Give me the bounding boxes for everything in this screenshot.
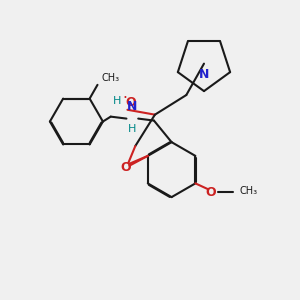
Text: CH₃: CH₃ (240, 186, 258, 196)
Text: O: O (206, 186, 216, 199)
Text: CH₃: CH₃ (101, 73, 119, 83)
Text: O: O (125, 96, 136, 109)
Text: N: N (199, 68, 209, 81)
Text: ·: · (122, 91, 127, 106)
Text: H: H (113, 96, 122, 106)
Text: O: O (120, 161, 131, 174)
Text: H: H (128, 124, 136, 134)
Text: N: N (127, 100, 137, 113)
